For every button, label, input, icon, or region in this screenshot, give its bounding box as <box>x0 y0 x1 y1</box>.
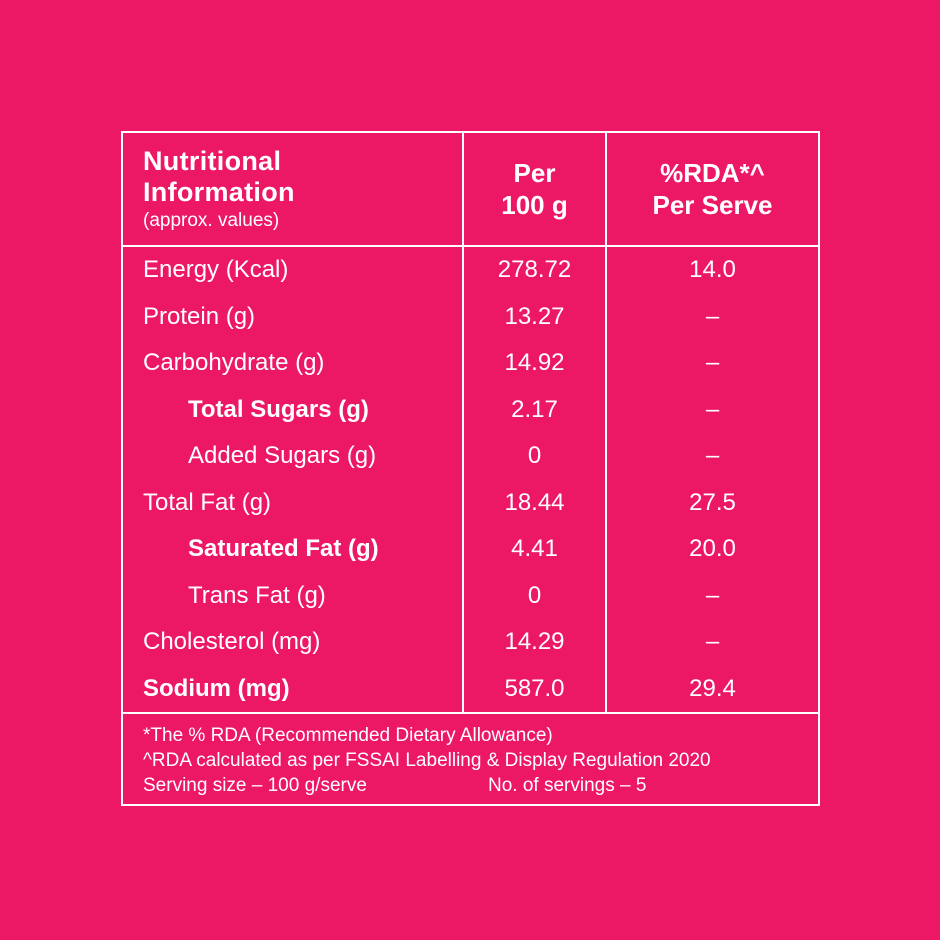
row-label: Added Sugars (g) <box>188 442 377 470</box>
value-per-100g: 0 <box>462 572 605 619</box>
value-rda-per-serve: – <box>605 433 818 480</box>
table-row-energy: Energy (Kcal) 278.72 14.0 <box>123 247 818 294</box>
footnote-fssai: ^RDA calculated as per FSSAI Labelling &… <box>143 750 711 771</box>
table-footnotes: *The % RDA (Recommended Dietary Allowanc… <box>123 712 818 804</box>
value-rda-per-serve: – <box>605 386 818 433</box>
table-row-total-sugars: Total Sugars (g) 2.17 – <box>123 386 818 433</box>
header-subtitle: (approx. values) <box>143 210 280 231</box>
value-rda-per-serve: – <box>605 293 818 340</box>
table-row-carbohydrate: Carbohydrate (g) 14.92 – <box>123 340 818 387</box>
value-per-100g: 14.92 <box>462 340 605 387</box>
row-label: Trans Fat (g) <box>188 581 326 609</box>
value-rda-per-serve: 14.0 <box>605 247 818 294</box>
row-label: Saturated Fat (g) <box>188 535 379 563</box>
header-per-100g: Per 100 g <box>462 133 605 245</box>
row-label: Total Fat (g) <box>143 488 272 516</box>
table-row-sodium: Sodium (mg) 587.0 29.4 <box>123 665 818 712</box>
value-rda-per-serve: – <box>605 572 818 619</box>
table-row-cholesterol: Cholesterol (mg) 14.29 – <box>123 619 818 666</box>
value-per-100g: 0 <box>462 433 605 480</box>
serving-size-text: Serving size – 100 g/serve <box>143 775 367 796</box>
value-per-100g: 278.72 <box>462 247 605 294</box>
table-row-protein: Protein (g) 13.27 – <box>123 293 818 340</box>
nutrition-table: Nutritional Information (approx. values)… <box>121 131 820 806</box>
value-rda-per-serve: – <box>605 619 818 666</box>
row-label: Energy (Kcal) <box>143 256 289 284</box>
value-rda-per-serve: 29.4 <box>605 665 818 712</box>
value-rda-per-serve: 27.5 <box>605 479 818 526</box>
table-row-trans-fat: Trans Fat (g) 0 – <box>123 572 818 619</box>
row-label: Carbohydrate (g) <box>143 349 325 377</box>
row-label: Protein (g) <box>143 302 256 330</box>
table-row-saturated-fat: Saturated Fat (g) 4.41 20.0 <box>123 526 818 573</box>
row-label: Total Sugars (g) <box>188 395 369 423</box>
table-row-added-sugars: Added Sugars (g) 0 – <box>123 433 818 480</box>
header-title: Nutritional Information <box>143 146 295 207</box>
value-per-100g: 4.41 <box>462 526 605 573</box>
header-nutritional-information: Nutritional Information (approx. values) <box>123 133 462 245</box>
serving-info-line: Serving size – 100 g/serve No. of servin… <box>143 773 818 798</box>
value-rda-per-serve: – <box>605 340 818 387</box>
row-label: Cholesterol (mg) <box>143 628 321 656</box>
footnote-rda: *The % RDA (Recommended Dietary Allowanc… <box>143 725 553 746</box>
header-rda-per-serve: %RDA*^ Per Serve <box>605 133 818 245</box>
table-body: Energy (Kcal) 278.72 14.0 Protein (g) 13… <box>123 247 818 712</box>
table-header-row: Nutritional Information (approx. values)… <box>123 133 818 247</box>
value-rda-per-serve: 20.0 <box>605 526 818 573</box>
row-label: Sodium (mg) <box>143 674 290 702</box>
number-of-servings-text: No. of servings – 5 <box>488 775 647 796</box>
value-per-100g: 13.27 <box>462 293 605 340</box>
table-row-total-fat: Total Fat (g) 18.44 27.5 <box>123 479 818 526</box>
value-per-100g: 18.44 <box>462 479 605 526</box>
value-per-100g: 14.29 <box>462 619 605 666</box>
value-per-100g: 2.17 <box>462 386 605 433</box>
value-per-100g: 587.0 <box>462 665 605 712</box>
